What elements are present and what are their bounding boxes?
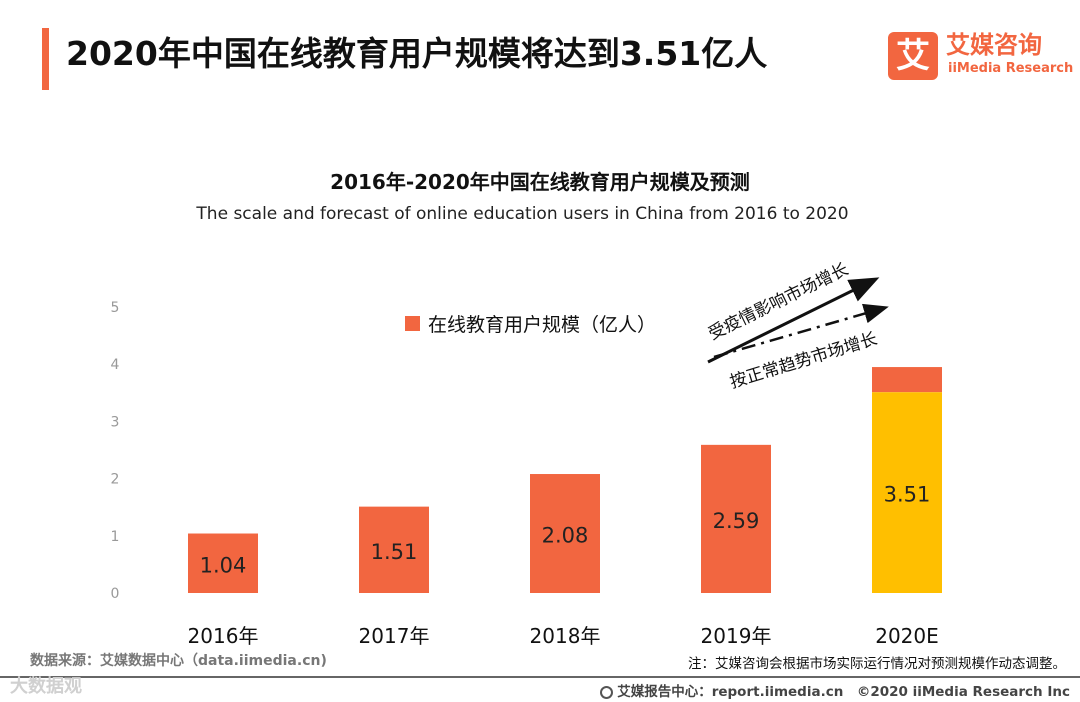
forecast-note: 注：艾媒咨询会根据市场实际运行情况对预测规模作动态调整。 xyxy=(688,656,1066,672)
bar-value xyxy=(701,444,771,593)
footer-divider xyxy=(0,676,1080,678)
logo-name-en: iiMedia Research xyxy=(948,61,1074,76)
annotation-normal: 按正常趋势市场增长 xyxy=(728,329,880,393)
title-accent-bar xyxy=(42,28,49,90)
x-tick-label: 2017年 xyxy=(359,624,430,648)
bar-value xyxy=(188,533,258,593)
y-tick-label: 2 xyxy=(111,472,120,488)
bar-data-label: 2.08 xyxy=(542,524,589,548)
x-tick-label: 2016年 xyxy=(188,624,259,648)
data-source: 数据来源：艾媒数据中心（data.iimedia.cn) xyxy=(30,653,327,669)
bar-data-label: 2.59 xyxy=(713,509,760,533)
y-tick-label: 3 xyxy=(111,414,120,430)
globe-icon xyxy=(600,686,614,699)
x-tick-label: 2020E xyxy=(875,624,939,648)
y-tick-label: 1 xyxy=(111,529,120,545)
watermark: 大数据观 xyxy=(10,676,82,697)
y-tick-label: 4 xyxy=(111,357,120,373)
bar-value xyxy=(359,506,429,593)
chart-title: 2016年-2020年中国在线教育用户规模及预测 xyxy=(330,170,750,194)
arrow-pandemic-growth xyxy=(707,277,880,364)
x-tick-label: 2018年 xyxy=(530,624,601,648)
y-tick-label: 5 xyxy=(111,300,120,316)
bar-value xyxy=(530,474,600,593)
logo-name-cn: 艾媒咨询 xyxy=(946,31,1042,59)
bar-forecast-extra xyxy=(872,367,942,393)
footer-site: 艾媒报告中心：report.iimedia.cn ©2020 iiMedia R… xyxy=(600,680,1070,700)
bar-data-label: 1.04 xyxy=(200,553,247,577)
brand-logo: 艾 艾媒咨询 iiMedia Research xyxy=(888,30,1073,82)
arrow-normal-growth xyxy=(713,303,889,359)
bar-data-label: 3.51 xyxy=(884,483,931,507)
bar-forecast xyxy=(872,392,942,593)
legend-swatch xyxy=(405,316,420,331)
y-tick-label: 0 xyxy=(111,586,120,602)
footer-site-text: 艾媒报告中心：report.iimedia.cn ©2020 iiMedia R… xyxy=(617,684,1070,700)
page-title: 2020年中国在线教育用户规模将达到3.51亿人 xyxy=(66,34,768,73)
chart-subtitle: The scale and forecast of online educati… xyxy=(196,204,849,224)
legend-label: 在线教育用户规模（亿人） xyxy=(428,314,656,336)
logo-mark-icon: 艾 xyxy=(888,32,938,80)
x-tick-label: 2019年 xyxy=(701,624,772,648)
bar-data-label: 1.51 xyxy=(371,540,418,564)
